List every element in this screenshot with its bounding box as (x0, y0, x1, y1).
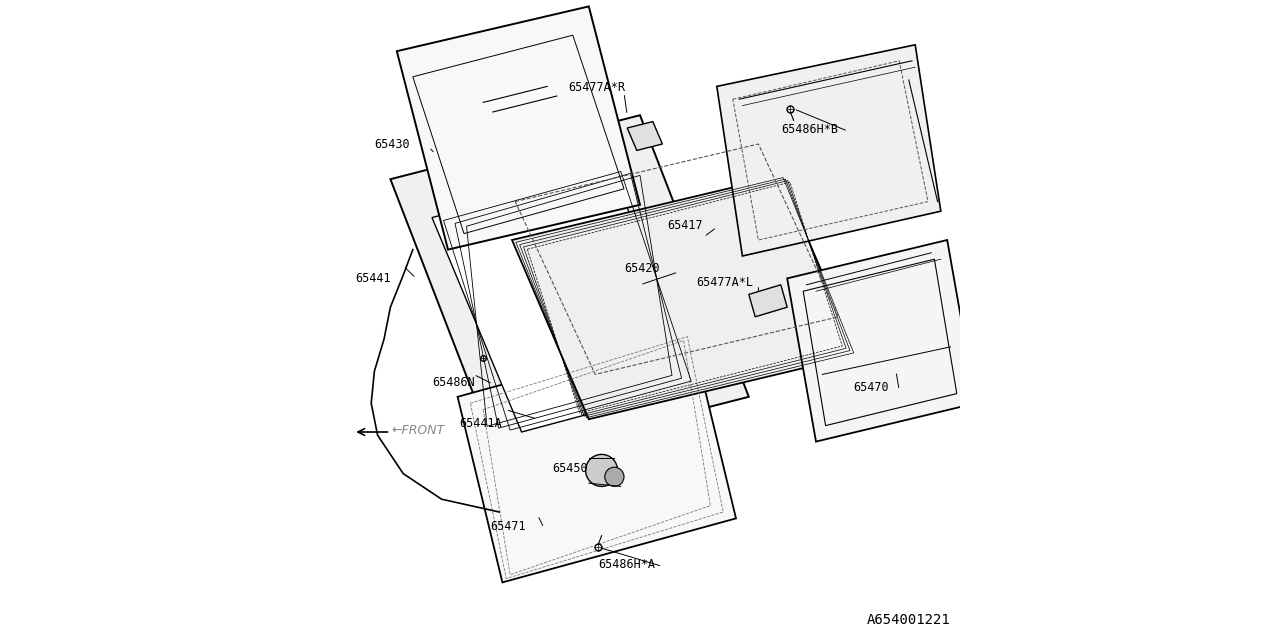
Text: 65417: 65417 (668, 219, 703, 232)
Polygon shape (458, 333, 736, 582)
Text: 65450: 65450 (553, 462, 588, 475)
Circle shape (605, 467, 625, 486)
Text: 65486H*A: 65486H*A (598, 558, 655, 571)
Text: ←FRONT: ←FRONT (392, 424, 445, 436)
Text: 65486N: 65486N (433, 376, 475, 388)
Text: 65477A*L: 65477A*L (696, 276, 754, 289)
Circle shape (586, 454, 618, 486)
Text: A654001221: A654001221 (867, 613, 950, 627)
Text: 65420: 65420 (625, 262, 660, 275)
Text: 65441: 65441 (356, 272, 390, 285)
Polygon shape (512, 176, 858, 419)
Polygon shape (390, 115, 749, 461)
Polygon shape (397, 6, 640, 250)
Text: 65486H*B: 65486H*B (781, 123, 838, 136)
Polygon shape (749, 285, 787, 317)
Text: 65471: 65471 (490, 520, 526, 532)
Polygon shape (717, 45, 941, 256)
Polygon shape (787, 240, 977, 442)
Text: 65441A: 65441A (460, 417, 502, 430)
Polygon shape (627, 122, 663, 150)
Text: 65470: 65470 (854, 381, 888, 394)
Polygon shape (433, 170, 701, 432)
Text: 65477A*R: 65477A*R (568, 81, 626, 94)
Text: 65430: 65430 (374, 138, 410, 150)
